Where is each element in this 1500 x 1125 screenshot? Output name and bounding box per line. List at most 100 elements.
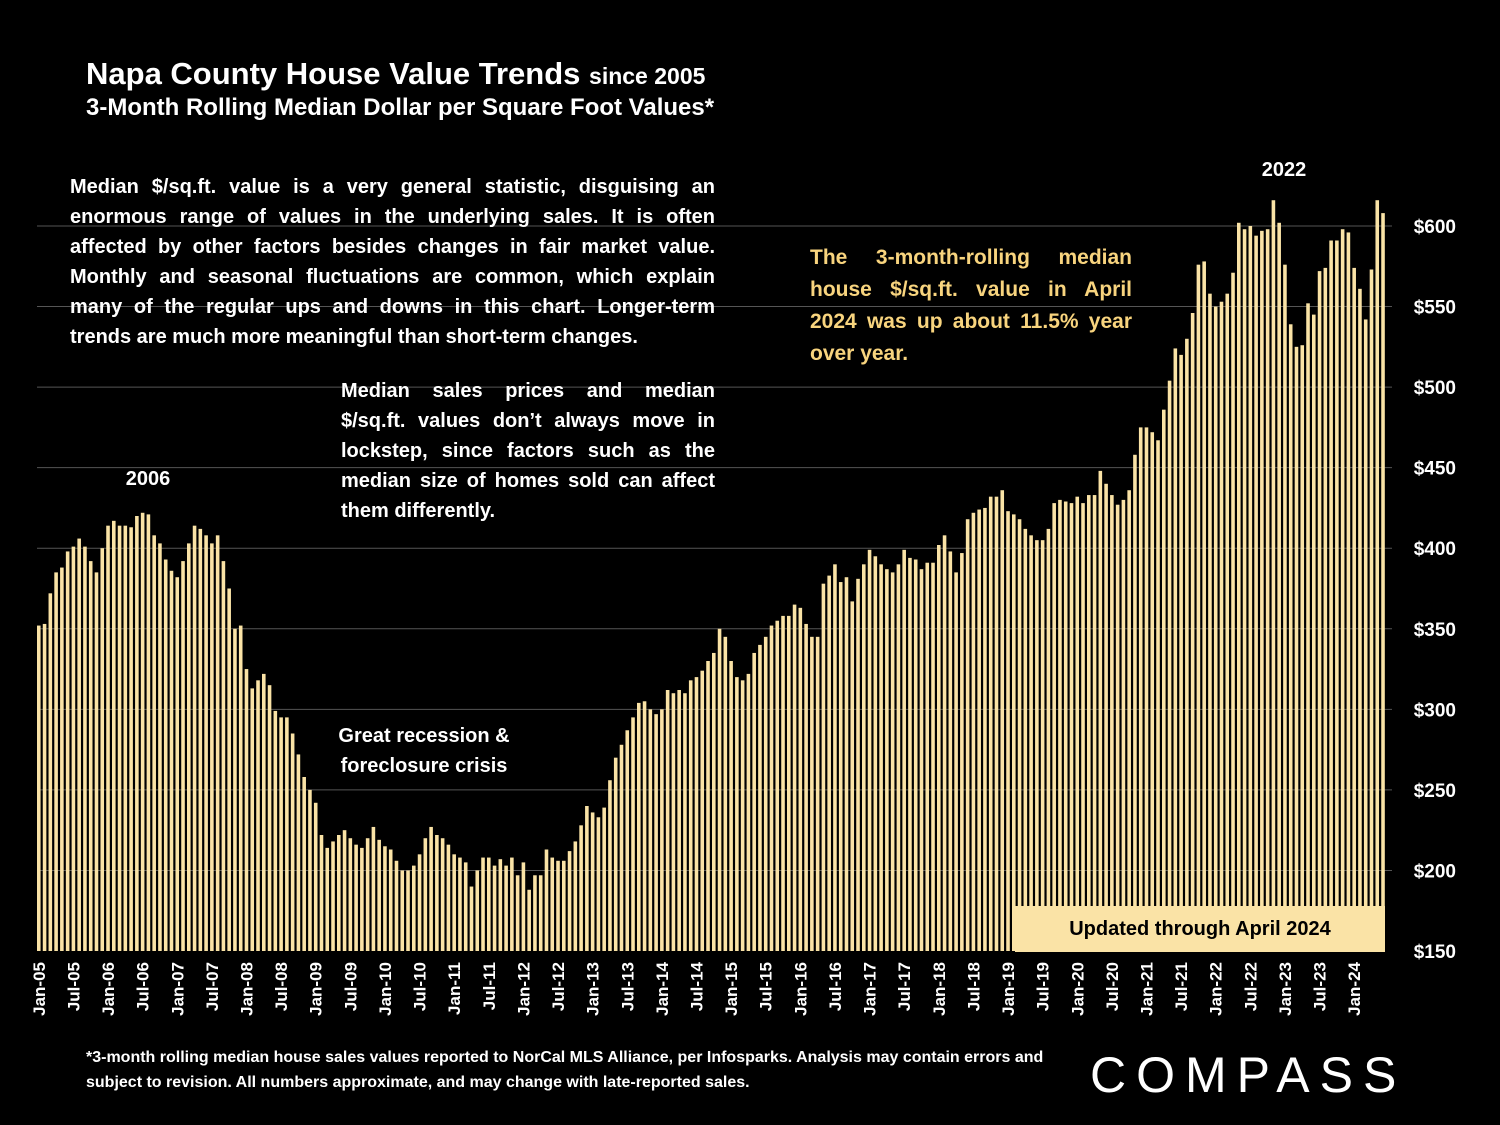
note-lockstep: Median sales prices and median $/sq.ft. … [341,380,715,522]
bar [412,865,416,951]
bar [515,875,520,951]
y-tick-label: $150 [1414,942,1456,963]
bar [1260,230,1264,951]
y-tick-label: $500 [1414,378,1456,399]
bar [1237,222,1241,951]
bar [758,644,762,951]
bar [1375,200,1380,952]
bar [77,538,81,951]
x-tick-label: Jan-22 [1207,962,1226,1016]
bar [504,865,508,951]
x-tick-label: Jul-11 [480,962,499,1010]
title-block: Napa County House Value Trends since 200… [86,56,714,124]
bar [463,862,468,951]
bar [360,847,364,951]
y-tick-label: $600 [1414,217,1456,238]
x-tick-label: Jan-15 [722,962,741,1016]
bar [88,561,93,951]
bar [227,588,231,951]
bar [925,562,930,951]
bar [1110,495,1114,951]
bar [487,857,491,951]
bar [948,551,953,951]
x-tick-label: Jan-20 [1068,962,1087,1016]
bar [1294,346,1299,952]
bar [400,870,405,951]
x-tick-label: Jul-08 [272,962,291,1011]
bar [856,578,860,951]
x-tick-label: Jul-16 [826,962,845,1011]
bar [1179,354,1183,951]
bar [844,577,849,951]
bar [388,849,393,951]
x-tick-label: Jan-12 [514,962,533,1016]
x-tick-label: Jan-10 [376,962,395,1016]
x-tick-label: Jul-15 [757,962,776,1011]
bar [498,859,503,951]
bar [631,717,635,951]
bar [1340,229,1345,952]
bar [1312,314,1316,951]
bar [1150,432,1155,952]
bar [1335,240,1339,951]
bar [833,564,837,951]
bar [798,607,803,951]
x-axis-labels: Jan-05 Jul-05 Jan-06 Jul-06 Jan-07 Jul-07 Jan-… [30,961,1364,1015]
bar [1231,272,1235,952]
bar [342,830,347,951]
bar [596,817,601,951]
bar [1138,427,1143,951]
bar [1115,504,1120,951]
bar [215,535,220,951]
note-yoy: The 3-month-rolling median house $/sq.ft… [810,246,1132,365]
bar [1017,519,1022,951]
bar [913,559,918,951]
bar [1283,264,1287,951]
bar [821,583,826,951]
bar [187,543,191,951]
bar [394,860,399,951]
bar [1046,528,1051,951]
footnote: *3-month rolling median house sales valu… [86,1049,1044,1091]
bar [198,528,203,951]
bar [163,559,168,951]
bar [290,733,295,951]
bar [48,593,53,951]
bar [775,620,780,951]
bar [965,519,970,951]
bar [971,512,976,951]
y-tick-label: $200 [1414,861,1456,882]
bar [942,535,947,951]
chart-subtitle: 3-Month Rolling Median Dollar per Square… [86,93,715,121]
bar [937,545,941,951]
bar [1006,511,1010,951]
bar [1185,338,1189,951]
bar [112,520,116,951]
bar [735,677,739,951]
bar [983,507,987,951]
bar [602,807,606,951]
bar [1265,229,1270,952]
bar [1133,454,1137,951]
bar [1277,222,1281,951]
bar [1081,503,1085,951]
bar [931,562,935,951]
bar [1162,409,1166,951]
bar [262,673,266,951]
bar [827,575,831,951]
x-tick-label: Jan-07 [168,962,187,1016]
bar [781,615,785,951]
chart-title: Napa County House Value Trends since 200… [86,56,714,92]
bar [106,525,110,951]
y-tick-label: $400 [1414,539,1456,560]
bar [573,841,578,951]
bars [37,200,1385,952]
bar [94,572,99,951]
bar [192,525,197,951]
bar [763,636,768,951]
bar [1323,267,1328,951]
bar [1087,495,1091,951]
x-tick-label: Jan-16 [791,962,810,1016]
bar [1306,303,1310,952]
bar [1167,380,1172,951]
